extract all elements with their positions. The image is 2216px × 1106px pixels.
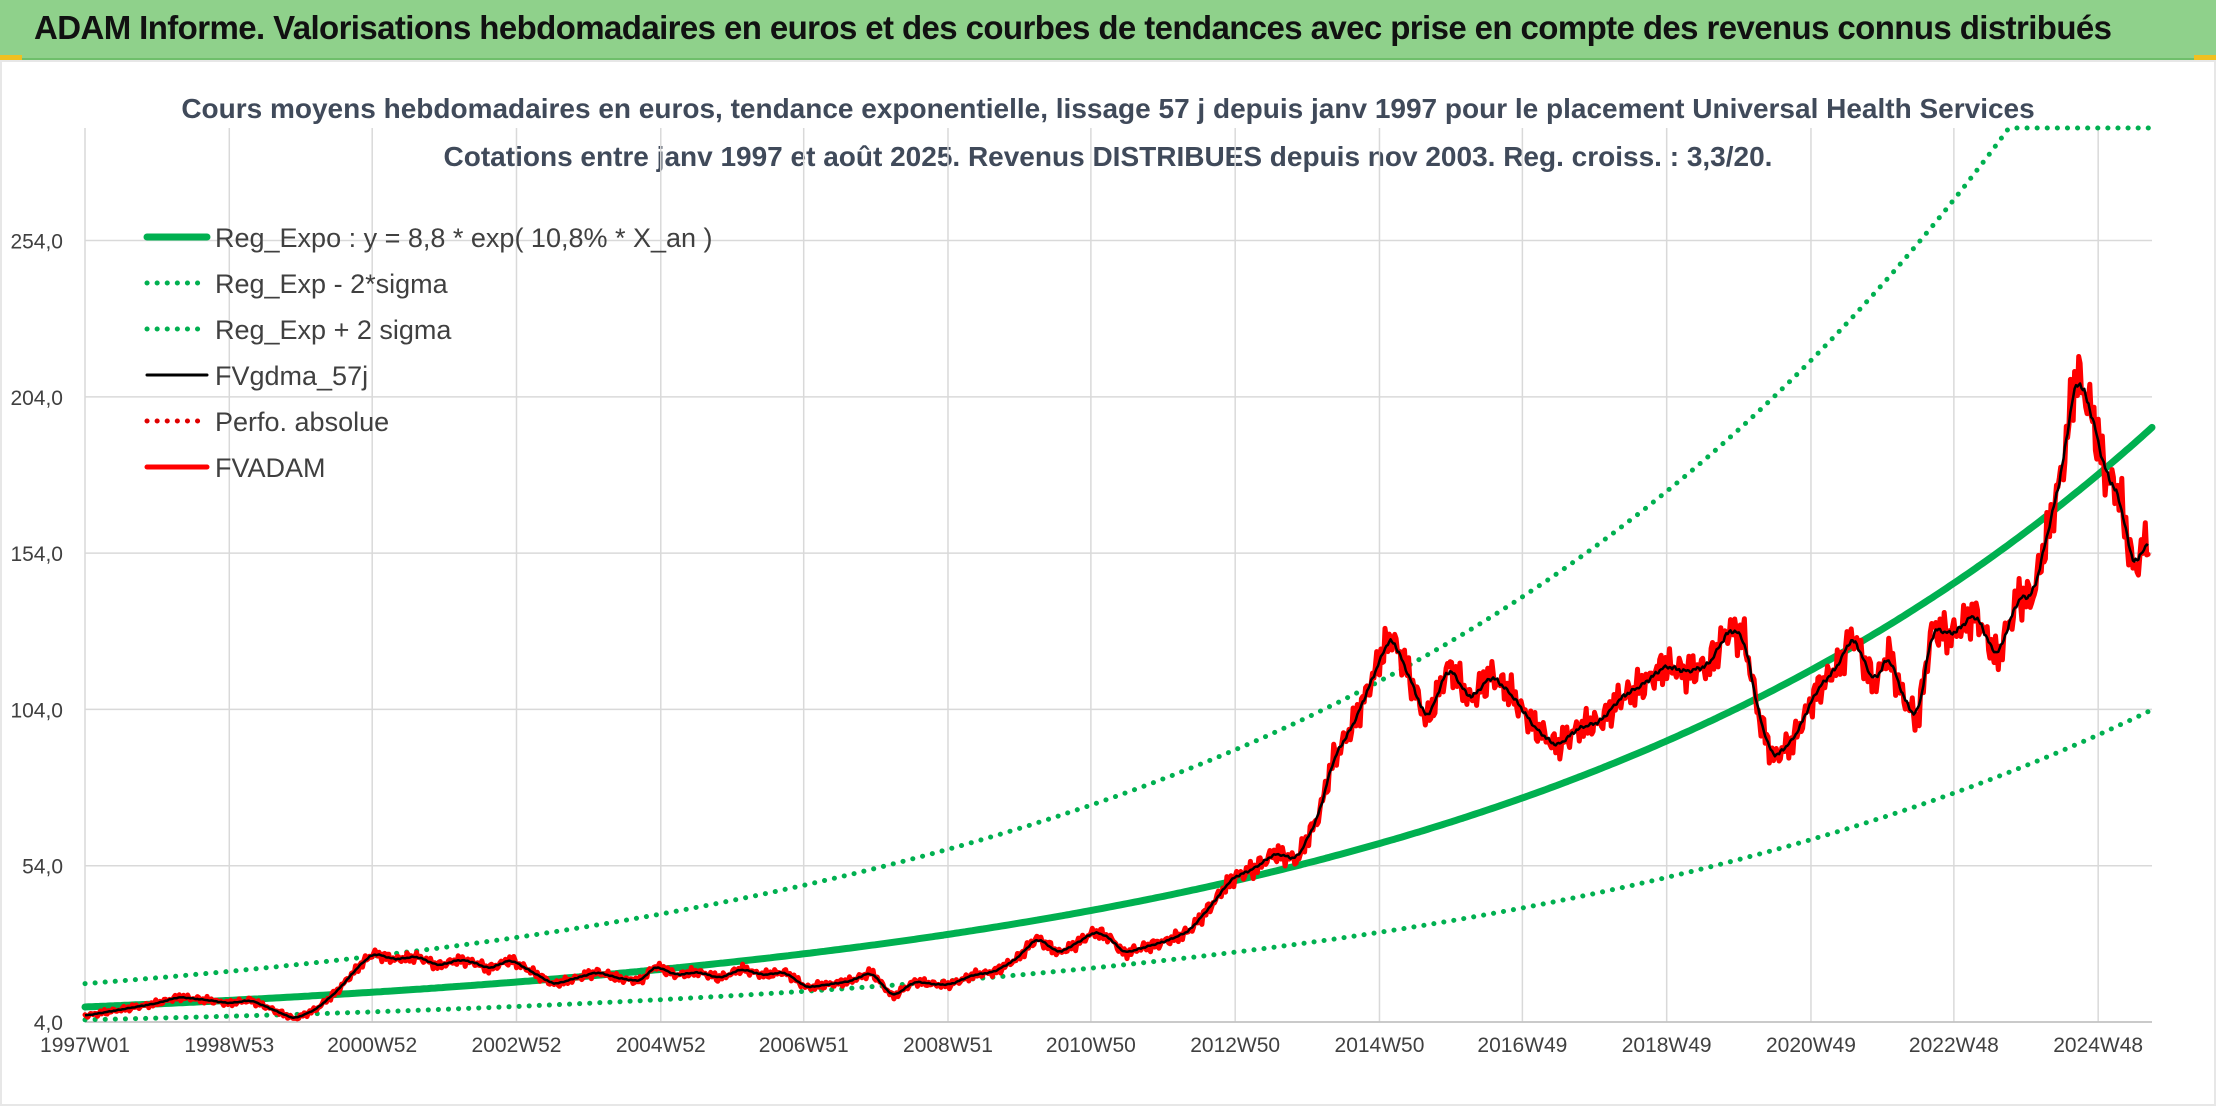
series-line-5 — [82, 354, 2151, 1022]
chart-frame — [0, 60, 2216, 1106]
y-tick-label: 104,0 — [10, 699, 63, 722]
x-tick-label: 2022W48 — [1909, 1034, 1999, 1057]
legend-label: Reg_Exp + 2 sigma — [215, 315, 452, 345]
x-tick-label: 2006W51 — [759, 1034, 849, 1057]
y-axis: 4,0 54,0 104,0 154,0 204,0 254,0 — [10, 231, 63, 1035]
x-tick-label: 2016W49 — [1477, 1034, 1567, 1057]
report-title: ADAM Informe. Valorisations hebdomadaire… — [34, 9, 2112, 46]
corner-marker-top-right — [2194, 55, 2216, 62]
x-axis: 1997W01 1998W53 2000W52 2002W52 2004W52 2006W… — [40, 1034, 2143, 1057]
legend: Reg_Expo : y = 8,8 * exp( 10,8% * X_an )… — [143, 223, 713, 483]
x-tick-label: 2002W52 — [472, 1034, 562, 1057]
y-tick-label: 54,0 — [22, 856, 63, 879]
legend-label: Reg_Exp - 2*sigma — [215, 269, 449, 299]
x-tick-label: 2024W48 — [2053, 1034, 2143, 1057]
x-tick-label: 2010W50 — [1046, 1034, 1136, 1057]
legend-label: Perfo. absolue — [215, 407, 389, 437]
legend-label: Reg_Expo : y = 8,8 * exp( 10,8% * X_an ) — [215, 223, 713, 253]
report-header-bar: ADAM Informe. Valorisations hebdomadaire… — [0, 0, 2216, 60]
y-tick-label: 254,0 — [10, 231, 63, 254]
grid — [84, 128, 2152, 1023]
x-tick-label: 2014W50 — [1335, 1034, 1425, 1057]
legend-label: FVADAM — [215, 453, 326, 483]
corner-marker-top-left — [0, 55, 22, 62]
x-tick-label: 2012W50 — [1190, 1034, 1280, 1057]
chart-subtitle: Cotations entre janv 1997 et août 2025. … — [444, 141, 1773, 172]
y-tick-label: 204,0 — [10, 387, 63, 410]
x-tick-label: 2008W51 — [903, 1034, 993, 1057]
y-tick-label: 4,0 — [34, 1012, 63, 1035]
series-line-0 — [81, 423, 2156, 1011]
series-line-2 — [82, 125, 2155, 987]
x-tick-label: 2020W49 — [1766, 1034, 1856, 1057]
chart-title: Cours moyens hebdomadaires en euros, ten… — [181, 93, 2034, 124]
y-tick-label: 154,0 — [10, 543, 63, 566]
x-tick-label: 2018W49 — [1622, 1034, 1712, 1057]
series-layer — [81, 125, 2156, 1023]
x-tick-label: 2000W52 — [327, 1034, 417, 1057]
x-tick-label: 2004W52 — [616, 1034, 706, 1057]
series-line-1 — [82, 707, 2155, 1023]
legend-label: FVgdma_57j — [215, 361, 368, 391]
x-tick-label: 1998W53 — [184, 1034, 274, 1057]
series-line-3 — [84, 382, 2149, 1020]
x-tick-label: 1997W01 — [40, 1034, 130, 1057]
